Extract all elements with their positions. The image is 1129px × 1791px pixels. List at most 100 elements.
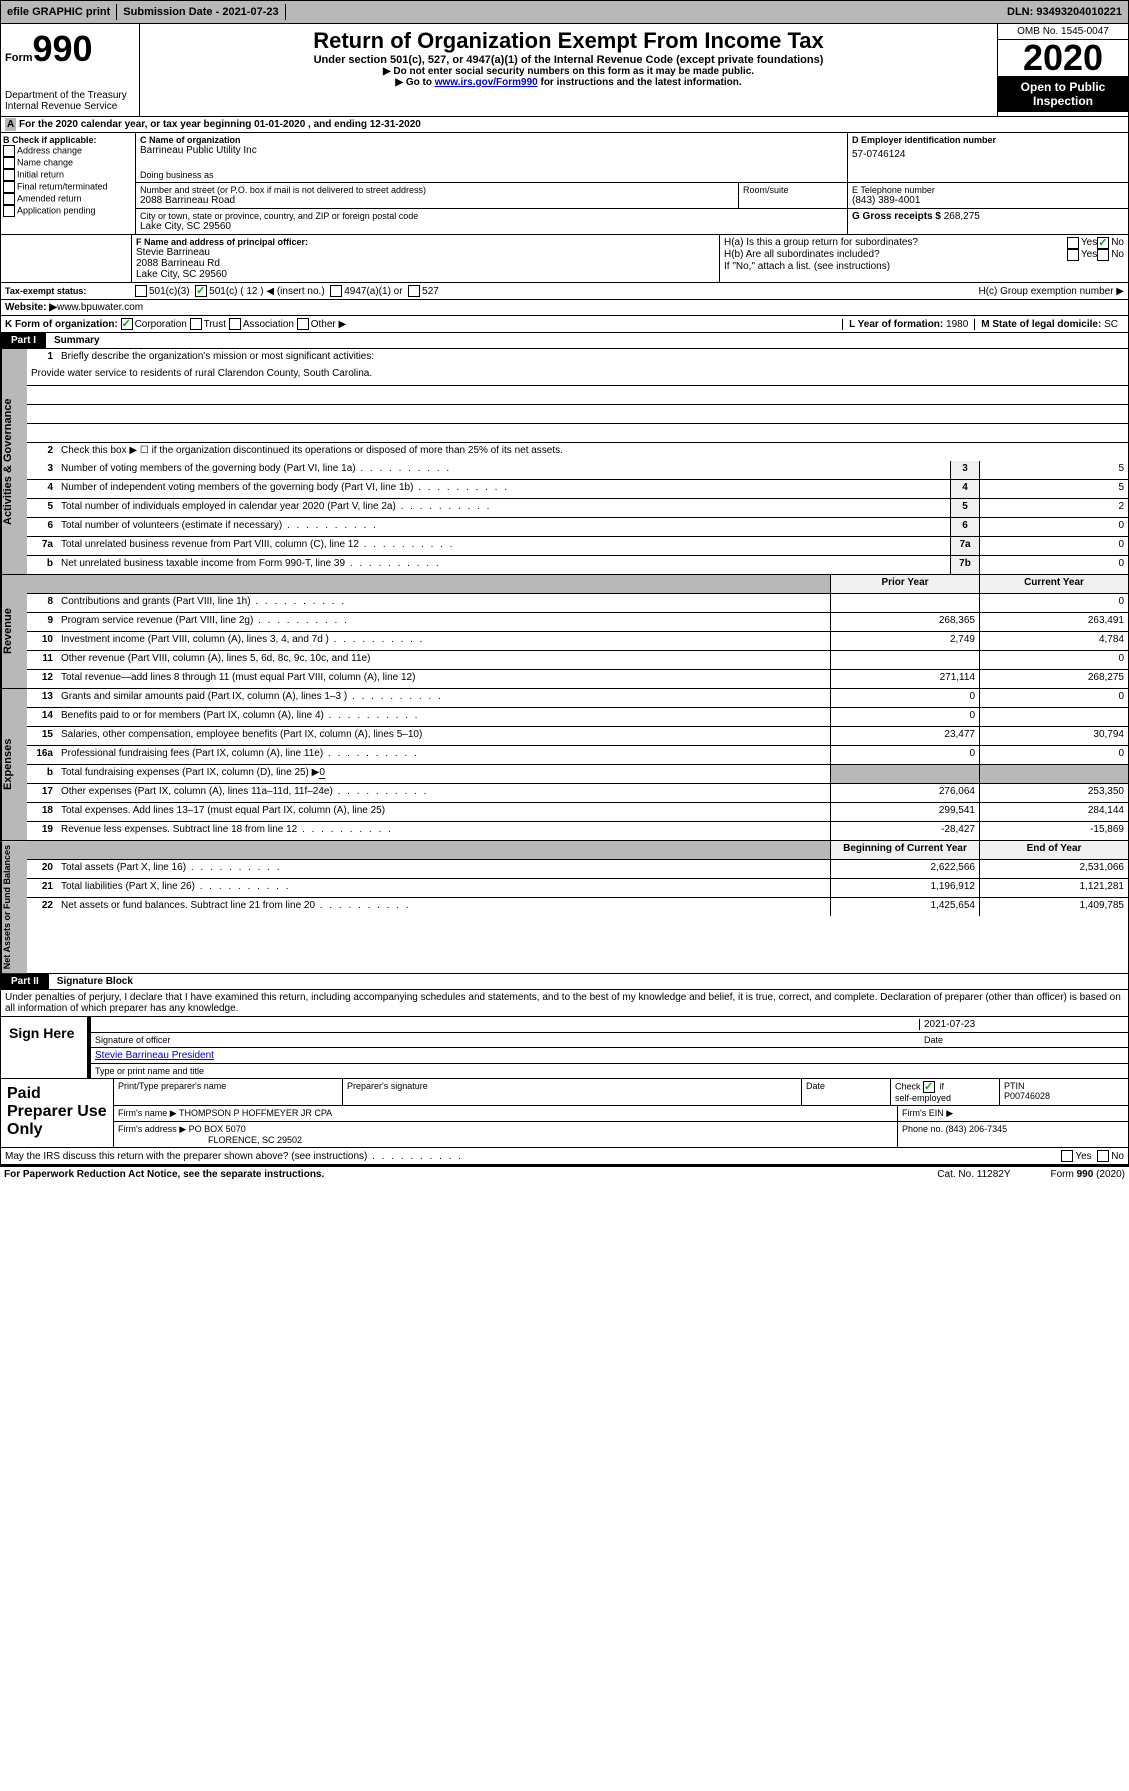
association-checkbox[interactable] [229,318,241,330]
website: www.bpuwater.com [57,302,143,313]
end-year-header: End of Year [979,841,1128,859]
unrelated-revenue: 0 [979,537,1128,555]
trust-checkbox[interactable] [190,318,202,330]
tax-exempt-row: Tax-exempt status: 501(c)(3) 501(c) ( 12… [0,283,1129,300]
header-center: Return of Organization Exempt From Incom… [140,24,997,116]
governance-section: Activities & Governance 1Briefly describ… [0,349,1129,575]
dept-treasury: Department of the Treasury [5,90,135,101]
form-header: Form990 Department of the Treasury Inter… [0,24,1129,117]
phone-cell: E Telephone number (843) 389-4001 [848,183,1128,209]
k-l-m-row: K Form of organization: Corporation Trus… [0,316,1129,333]
dept-irs: Internal Revenue Service [5,101,135,112]
501c3-checkbox[interactable] [135,285,147,297]
paid-preparer-block: Paid Preparer Use Only Print/Type prepar… [0,1079,1129,1148]
city-cell: City or town, state or province, country… [136,209,847,234]
discuss-yes-checkbox[interactable] [1061,1150,1073,1162]
527-checkbox[interactable] [408,285,420,297]
subtitle-1: Under section 501(c), 527, or 4947(a)(1)… [144,54,993,66]
application-pending-checkbox[interactable] [3,205,15,217]
name-change-checkbox[interactable] [3,157,15,169]
amended-return-checkbox[interactable] [3,193,15,205]
principal-officer: F Name and address of principal officer:… [132,235,719,282]
net-assets-section: Net Assets or Fund Balances Beginning of… [0,841,1129,974]
b-header: B Check if applicable: [3,135,133,145]
revenue-tab: Revenue [1,575,27,688]
beginning-year-header: Beginning of Current Year [830,841,979,859]
topbar: efile GRAPHIC print Submission Date - 20… [0,0,1129,24]
subtitle-2: ▶ Do not enter social security numbers o… [144,66,993,77]
hc-group-exemption: H(c) Group exemption number ▶ [978,286,1124,297]
col-b-checkboxes: B Check if applicable: Address change Na… [1,133,136,234]
employees: 2 [979,499,1128,517]
unrelated-taxable: 0 [979,556,1128,574]
form-footer-label: Form 990 (2020) [1051,1169,1126,1180]
other-checkbox[interactable] [297,318,309,330]
f-h-row: F Name and address of principal officer:… [0,235,1129,283]
mission-statement: Provide water service to residents of ru… [27,367,1128,386]
part2-header: Part II Signature Block [0,974,1129,990]
paid-preparer-label: Paid Preparer Use Only [1,1079,114,1147]
officer-name: Stevie Barrineau [136,247,715,258]
4947-checkbox[interactable] [330,285,342,297]
prior-year-header: Prior Year [830,575,979,593]
submission-date: Submission Date - 2021-07-23 [117,4,285,20]
telephone: (843) 389-4001 [852,195,1124,206]
expenses-section: Expenses 13Grants and similar amounts pa… [0,689,1129,841]
self-employed-checkbox[interactable] [923,1081,935,1093]
sign-here-label: Sign Here [1,1017,91,1078]
irs-link[interactable]: www.irs.gov/Form990 [435,77,538,88]
identity-block: B Check if applicable: Address change Na… [0,133,1129,235]
ein: 57-0746124 [852,149,1124,160]
firm-phone: (843) 206-7345 [946,1124,1008,1134]
form-number: 990 [33,28,93,69]
signature-block: Sign Here 2021-07-23 Signature of office… [0,1017,1129,1079]
expenses-tab: Expenses [1,689,27,840]
discuss-no-checkbox[interactable] [1097,1150,1109,1162]
ha-no-checkbox[interactable] [1097,237,1109,249]
officer-signature-name[interactable]: Stevie Barrineau President [95,1050,214,1061]
hb-yes-checkbox[interactable] [1067,249,1079,261]
gross-receipts: 268,275 [944,211,980,222]
address-row: Number and street (or P.O. box if mail i… [136,183,847,209]
voting-members: 5 [979,461,1128,479]
perjury-statement: Under penalties of perjury, I declare th… [0,990,1129,1017]
efile-label[interactable]: efile GRAPHIC print [1,4,117,20]
current-year-header: Current Year [979,575,1128,593]
subtitle-3: ▶ Go to www.irs.gov/Form990 for instruct… [144,77,993,88]
501c-checkbox[interactable] [195,285,207,297]
dln: DLN: 93493204010221 [286,4,1128,20]
revenue-section: Revenue Prior YearCurrent Year 8Contribu… [0,575,1129,689]
firm-address: PO BOX 5070 [189,1124,246,1134]
city-state-zip: Lake City, SC 29560 [140,221,843,232]
catalog-number: Cat. No. 11282Y [937,1169,1010,1180]
header-left: Form990 Department of the Treasury Inter… [1,24,140,116]
open-inspection: Open to Public Inspection [998,76,1128,112]
volunteers: 0 [979,518,1128,536]
discuss-row: May the IRS discuss this return with the… [0,1148,1129,1165]
org-name: Barrineau Public Utility Inc [140,145,843,156]
col-c-org-info: C Name of organization Barrineau Public … [136,133,847,234]
h-section: H(a) Is this a group return for subordin… [719,235,1128,282]
room-suite: Room/suite [739,183,847,208]
initial-return-checkbox[interactable] [3,169,15,181]
org-name-cell: C Name of organization Barrineau Public … [136,133,847,183]
corporation-checkbox[interactable] [121,318,133,330]
hb-no-checkbox[interactable] [1097,249,1109,261]
firm-name: THOMPSON P HOFFMEYER JR CPA [179,1108,332,1118]
form-word: Form [5,52,33,64]
footer: For Paperwork Reduction Act Notice, see … [0,1165,1129,1182]
year-formation: 1980 [946,319,968,330]
street-address: 2088 Barrineau Road [140,195,734,206]
col-d-right: D Employer identification number 57-0746… [847,133,1128,234]
header-right: OMB No. 1545-0047 2020 Open to Public In… [997,24,1128,116]
line-a-tax-year: A For the 2020 calendar year, or tax yea… [0,117,1129,133]
ptin: P00746028 [1004,1091,1050,1101]
ein-cell: D Employer identification number 57-0746… [848,133,1128,183]
tax-year: 2020 [998,40,1128,76]
signature-date: 2021-07-23 [919,1019,1124,1030]
net-assets-tab: Net Assets or Fund Balances [1,841,27,973]
final-return-checkbox[interactable] [3,181,15,193]
ha-yes-checkbox[interactable] [1067,237,1079,249]
address-change-checkbox[interactable] [3,145,15,157]
website-row: Website: ▶ www.bpuwater.com [0,300,1129,316]
